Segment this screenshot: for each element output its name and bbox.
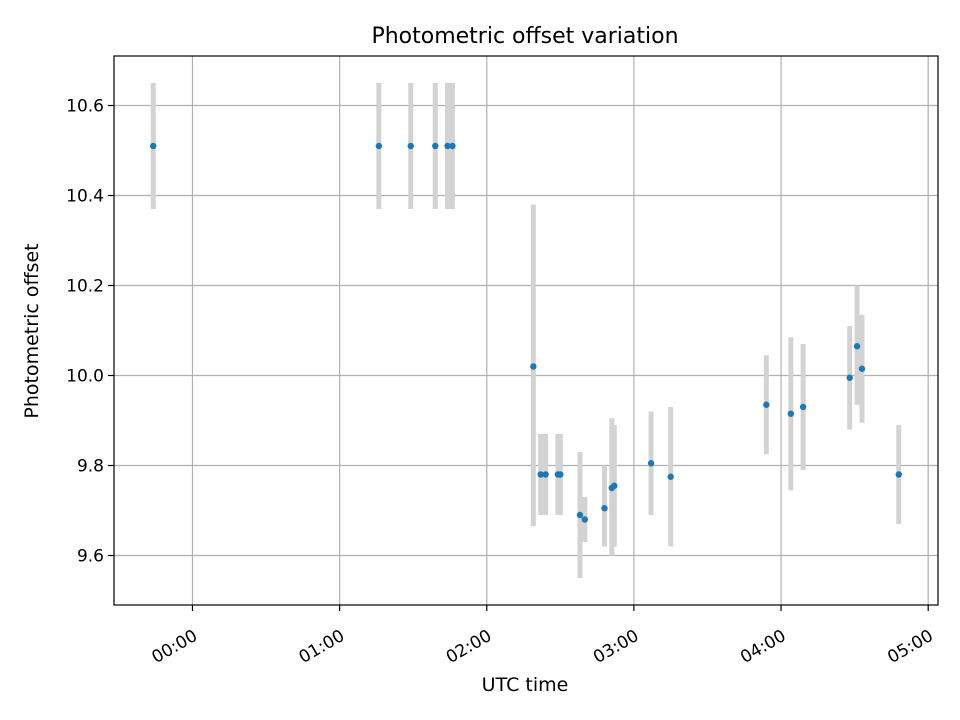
data-point xyxy=(611,482,618,489)
y-tick-label: 10.4 xyxy=(66,187,104,207)
data-point xyxy=(432,142,439,150)
data-point xyxy=(557,471,564,478)
data-point xyxy=(444,142,451,150)
data-points xyxy=(150,142,902,523)
y-tick-label: 10.0 xyxy=(66,367,104,387)
data-point xyxy=(449,142,456,150)
y-tick-label: 10.6 xyxy=(66,97,104,117)
y-tick-label: 9.8 xyxy=(77,457,104,477)
y-tick-label: 9.6 xyxy=(77,547,104,567)
y-tick-label: 10.2 xyxy=(66,277,104,297)
data-point xyxy=(895,471,902,478)
data-point xyxy=(581,516,589,523)
data-point xyxy=(846,374,853,381)
data-point xyxy=(375,142,383,150)
plot-area-frame xyxy=(113,55,939,606)
data-point xyxy=(763,401,770,408)
data-point xyxy=(853,343,861,350)
data-point xyxy=(667,473,674,480)
data-point xyxy=(858,365,866,372)
data-point xyxy=(787,410,795,417)
data-point xyxy=(537,471,544,478)
data-point xyxy=(542,471,549,478)
y-axis-ticks: 9.6 9.8 10.0 10.2 10.4 10.6 xyxy=(66,97,114,567)
chart-title: Photometric offset variation xyxy=(371,24,678,49)
data-point xyxy=(799,403,807,411)
x-axis-label: UTC time xyxy=(482,674,569,696)
data-point xyxy=(530,363,537,370)
data-point xyxy=(576,511,584,519)
data-point xyxy=(407,142,414,150)
grid-lines xyxy=(114,56,938,605)
data-point xyxy=(601,505,608,512)
y-axis-label: Photometric offset xyxy=(21,243,43,418)
data-point xyxy=(150,142,157,150)
data-point xyxy=(647,460,655,467)
